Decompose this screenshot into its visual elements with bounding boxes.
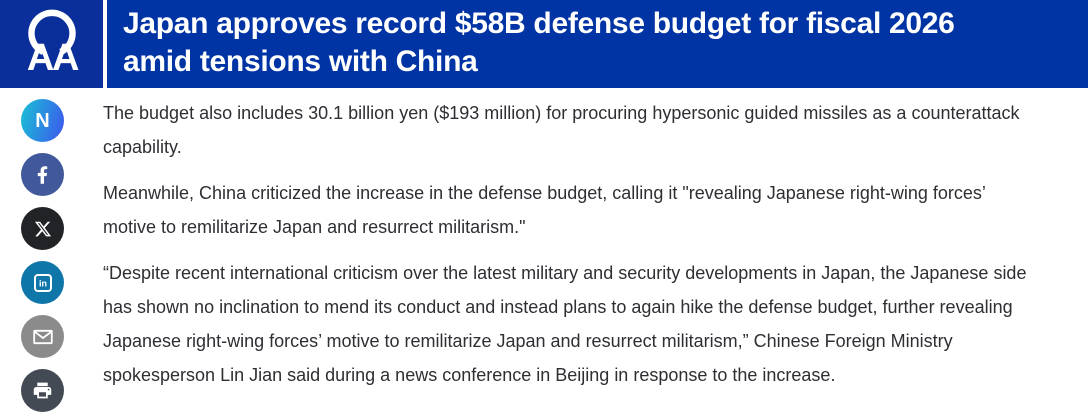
headline-line-1: Japan approves record $58B defense budge… <box>123 7 955 40</box>
facebook-icon <box>37 165 48 184</box>
share-x-button[interactable] <box>21 207 64 250</box>
print-icon <box>33 382 52 399</box>
share-rail: N in <box>0 88 103 412</box>
article-page: N in <box>0 88 1088 412</box>
headline: Japan approves record $58B defense budge… <box>123 5 1078 81</box>
linkedin-in-text: in <box>39 278 47 288</box>
headline-bar: Japan approves record $58B defense budge… <box>107 0 1088 88</box>
agency-logo[interactable]: AA <box>0 0 103 88</box>
n-icon: N <box>35 109 50 132</box>
linkedin-icon: in <box>33 273 52 292</box>
article-paragraph-3: “Despite recent international criticism … <box>103 263 1027 385</box>
share-email-button[interactable] <box>21 315 64 358</box>
share-linkedin-button[interactable]: in <box>21 261 64 304</box>
headline-line-2: amid tensions with China <box>123 45 478 78</box>
masthead: AA Japan approves record $58B defense bu… <box>0 0 1088 88</box>
article-body: The budget also includes 30.1 billion ye… <box>103 88 1038 412</box>
email-icon <box>32 329 53 344</box>
x-twitter-icon <box>34 221 51 236</box>
article-paragraph-2: Meanwhile, China criticized the increase… <box>103 183 986 237</box>
share-news-app-button[interactable]: N <box>21 99 64 142</box>
logo-text: AA <box>26 37 78 79</box>
share-facebook-button[interactable] <box>21 153 64 196</box>
share-print-button[interactable] <box>21 369 64 412</box>
article-paragraph-1: The budget also includes 30.1 billion ye… <box>103 103 1020 157</box>
aa-logo-icon: AA <box>26 9 81 79</box>
